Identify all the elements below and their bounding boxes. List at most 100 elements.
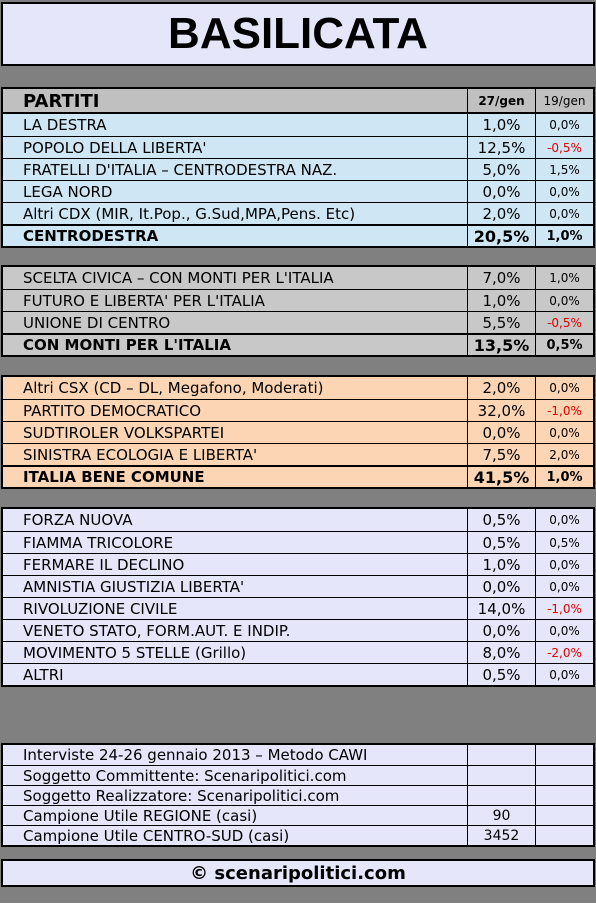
footer-table: Interviste 24-26 gennaio 2013 – Metodo C… <box>1 743 595 847</box>
value-current: 0,5% <box>467 509 535 531</box>
row: LA DESTRA 1,0% 0,0% <box>3 114 593 136</box>
label: Altri CDX (MIR, It.Pop., G.Sud,MPA,Pens.… <box>23 204 356 223</box>
row: Soggetto Committente: Scenaripolitici.co… <box>3 765 593 785</box>
row: Campione Utile CENTRO-SUD (casi) 3452 <box>3 825 593 845</box>
value-current: 41,5% <box>467 467 535 487</box>
label: Campione Utile REGIONE (casi) <box>23 806 258 825</box>
label: SCELTA CIVICA – CON MONTI PER L'ITALIA <box>23 269 334 287</box>
row: AMNISTIA GIUSTIZIA LIBERTA' 0,0% 0,0% <box>3 575 593 597</box>
value-previous: 19/gen <box>535 89 593 113</box>
value-previous: 0,0% <box>535 377 593 399</box>
credit-box: © scenaripolitici.com <box>1 859 595 887</box>
row: SINISTRA ECOLOGIA E LIBERTA' 7,5% 2,0% <box>3 443 593 465</box>
label: MOVIMENTO 5 STELLE (Grillo) <box>23 643 247 662</box>
value-previous: 1,5% <box>535 159 593 180</box>
value-current: 0,0% <box>467 576 535 597</box>
row: SUDTIROLER VOLKSPARTEI 0,0% 0,0% <box>3 421 593 443</box>
title: BASILICATA <box>168 9 428 58</box>
value-previous: 1,0% <box>535 267 593 289</box>
value-current: 5,5% <box>467 312 535 333</box>
label: ALTRI <box>23 665 64 684</box>
row: Altri CDX (MIR, It.Pop., G.Sud,MPA,Pens.… <box>3 202 593 224</box>
row: PARTITI 27/gen 19/gen <box>3 89 593 113</box>
label: LEGA NORD <box>23 182 113 201</box>
label: Campione Utile CENTRO-SUD (casi) <box>23 826 290 845</box>
row: FRATELLI D'ITALIA – CENTRODESTRA NAZ. 5,0… <box>3 158 593 180</box>
value-previous: 0,0% <box>535 576 593 597</box>
label: SUDTIROLER VOLKSPARTEI <box>23 423 225 442</box>
value-previous: -1,0% <box>535 400 593 421</box>
label: Soggetto Realizzatore: Scenaripolitici.c… <box>23 786 340 805</box>
label: POPOLO DELLA LIBERTA' <box>23 138 207 157</box>
value-current: 7,5% <box>467 444 535 465</box>
value-previous <box>535 786 593 805</box>
value-current: 90 <box>467 806 535 825</box>
value-previous <box>535 806 593 825</box>
value-current <box>467 786 535 805</box>
party-group: LA DESTRA 1,0% 0,0% POPOLO DELLA LIBERTA' 12… <box>1 112 595 248</box>
label: PARTITI <box>23 90 100 112</box>
value-current: 2,0% <box>467 203 535 224</box>
value-previous: -0,5% <box>535 137 593 158</box>
value-previous: 0,5% <box>535 335 593 355</box>
value-previous: 1,0% <box>535 226 593 246</box>
row: MOVIMENTO 5 STELLE (Grillo) 8,0% -2,0% <box>3 641 593 663</box>
value-current: 3452 <box>467 826 535 845</box>
value-current <box>467 766 535 785</box>
value-previous: 0,0% <box>535 620 593 641</box>
party-group: Altri CSX (CD – DL, Megafono, Moderati) 2… <box>1 375 595 489</box>
label: CON MONTI PER L'ITALIA <box>23 336 231 354</box>
row: CON MONTI PER L'ITALIA 13,5% 0,5% <box>3 333 593 355</box>
label: FIAMMA TRICOLORE <box>23 533 174 552</box>
row: PARTITO DEMOCRATICO 32,0% -1,0% <box>3 399 593 421</box>
label: VENETO STATO, FORM.AUT. E INDIP. <box>23 621 291 640</box>
value-previous: 0,0% <box>535 422 593 443</box>
value-current: 1,0% <box>467 114 535 136</box>
header: PARTITI 27/gen 19/gen <box>1 87 595 115</box>
label: PARTITO DEMOCRATICO <box>23 401 202 420</box>
value-previous: 0,0% <box>535 181 593 202</box>
row: FERMARE IL DECLINO 1,0% 0,0% <box>3 553 593 575</box>
value-previous: 0,0% <box>535 203 593 224</box>
value-current: 2,0% <box>467 377 535 399</box>
value-previous <box>535 826 593 845</box>
value-previous: 0,0% <box>535 554 593 575</box>
value-current: 27/gen <box>467 89 535 113</box>
label: FERMARE IL DECLINO <box>23 555 185 574</box>
value-previous: 2,0% <box>535 444 593 465</box>
row: FORZA NUOVA 0,5% 0,0% <box>3 509 593 531</box>
value-previous: 0,0% <box>535 114 593 136</box>
value-current: 20,5% <box>467 226 535 246</box>
credit: © scenaripolitici.com <box>190 862 406 884</box>
value-previous <box>535 766 593 785</box>
label: FRATELLI D'ITALIA – CENTRODESTRA NAZ. <box>23 160 338 179</box>
value-current: 32,0% <box>467 400 535 421</box>
row: FUTURO E LIBERTA' PER L'ITALIA 1,0% 0,0% <box>3 289 593 311</box>
label: UNIONE DI CENTRO <box>23 313 171 332</box>
label: LA DESTRA <box>23 116 107 134</box>
row: UNIONE DI CENTRO 5,5% -0,5% <box>3 311 593 333</box>
title-box: BASILICATA <box>1 2 595 66</box>
value-previous <box>535 745 593 765</box>
value-current: 0,0% <box>467 181 535 202</box>
label: Interviste 24-26 gennaio 2013 – Metodo C… <box>23 746 368 764</box>
party-group: SCELTA CIVICA – CON MONTI PER L'ITALIA 7,… <box>1 265 595 357</box>
row: Altri CSX (CD – DL, Megafono, Moderati) 2… <box>3 377 593 399</box>
value-current: 7,0% <box>467 267 535 289</box>
value-previous: 0,0% <box>535 509 593 531</box>
row: ALTRI 0,5% 0,0% <box>3 663 593 685</box>
label: RIVOLUZIONE CIVILE <box>23 599 178 618</box>
row: Campione Utile REGIONE (casi) 90 <box>3 805 593 825</box>
value-current <box>467 745 535 765</box>
value-previous: -0,5% <box>535 312 593 333</box>
row: Interviste 24-26 gennaio 2013 – Metodo C… <box>3 745 593 765</box>
party-group: FORZA NUOVA 0,5% 0,0% FIAMMA TRICOLORE 0,5% 0… <box>1 507 595 687</box>
value-previous: -1,0% <box>535 598 593 619</box>
value-previous: 0,5% <box>535 532 593 553</box>
label: Altri CSX (CD – DL, Megafono, Moderati) <box>23 379 324 397</box>
label: CENTRODESTRA <box>23 227 159 245</box>
value-current: 0,0% <box>467 422 535 443</box>
row: FIAMMA TRICOLORE 0,5% 0,5% <box>3 531 593 553</box>
value-current: 5,0% <box>467 159 535 180</box>
